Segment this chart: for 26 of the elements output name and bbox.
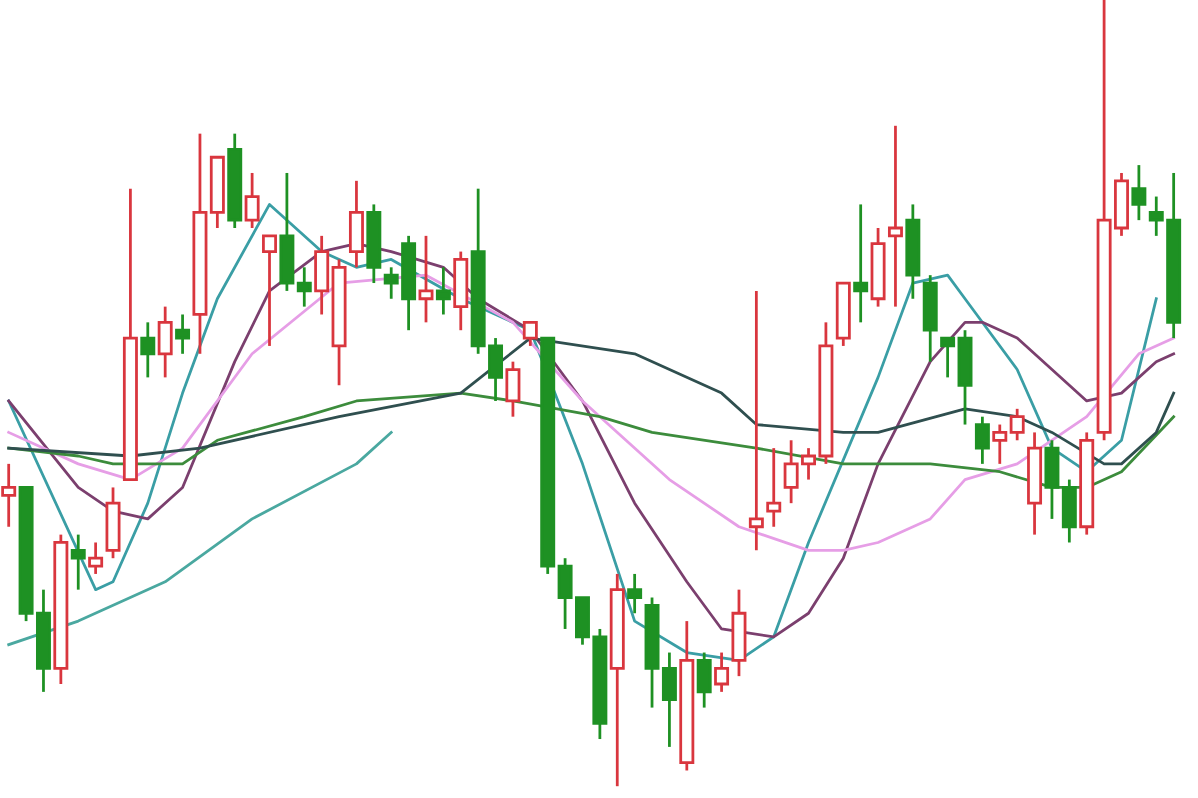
candlestick	[853, 203, 869, 324]
candlestick	[505, 360, 521, 419]
candlestick	[262, 234, 277, 348]
candlestick	[453, 250, 469, 332]
candlestick	[348, 179, 364, 269]
candlestick	[522, 320, 538, 348]
candlestick	[766, 446, 782, 529]
candlestick	[731, 588, 747, 678]
candlestick	[70, 533, 86, 592]
candlestick	[105, 486, 121, 560]
candlestick	[435, 265, 451, 316]
candlestick	[244, 171, 260, 230]
candlestick	[88, 541, 104, 576]
candlestick	[696, 651, 712, 709]
candlestick	[627, 572, 643, 615]
candlestick	[140, 320, 156, 379]
candlestick	[175, 313, 191, 356]
candlestick	[714, 651, 730, 694]
candlestick	[157, 305, 173, 379]
candlestick	[922, 273, 938, 364]
candlestick	[748, 289, 764, 552]
candlestick	[887, 124, 903, 309]
candlestick	[974, 415, 990, 466]
candlestick	[418, 234, 434, 324]
candlestick	[1, 462, 17, 529]
candlestick	[1131, 163, 1147, 222]
